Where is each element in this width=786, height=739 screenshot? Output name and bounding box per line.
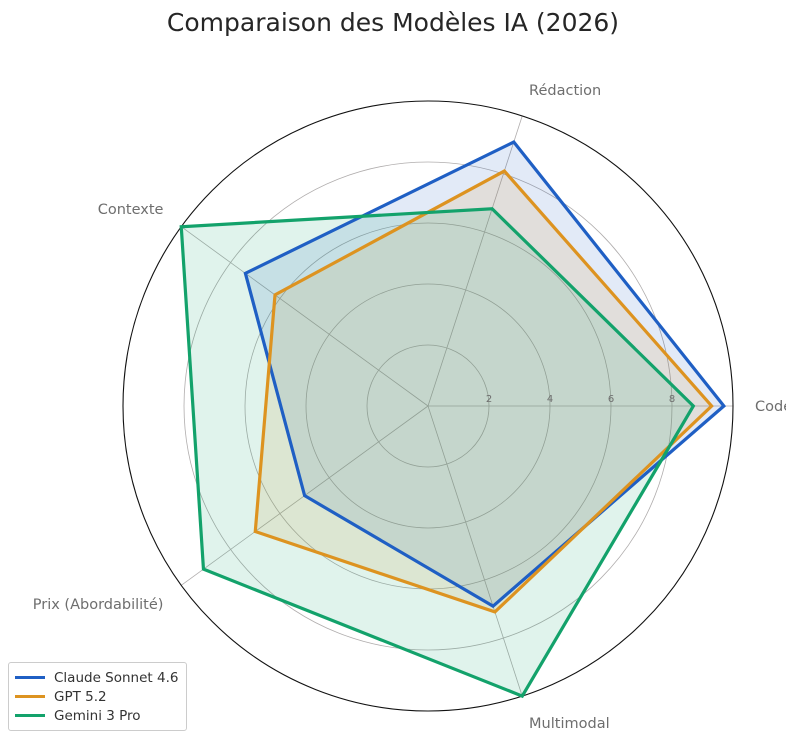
axis-label-1: Rédaction [529, 83, 601, 99]
page-title: Comparaison des Modèles IA (2026) [166, 8, 620, 37]
radial-tick-label: 2 [486, 394, 492, 405]
series-outline-1 [253, 169, 714, 614]
gridline-spoke [427, 115, 523, 407]
legend-color-swatch-gemini [15, 714, 45, 717]
axis-label-0: Code [755, 399, 786, 415]
legend-label-gemini: Gemini 3 Pro [54, 707, 141, 724]
series-area-2 [181, 208, 694, 697]
legend-label-claude: Claude Sonnet 4.6 [54, 669, 179, 686]
radial-tick-labels: 2 4 6 8 [486, 394, 675, 405]
legend-item[interactable]: Gemini 3 Pro [15, 706, 178, 725]
series-fill-layer [181, 142, 724, 697]
radial-tick-label: 8 [669, 394, 675, 405]
legend-item[interactable]: GPT 5.2 [15, 687, 178, 706]
legend-color-swatch-claude [15, 676, 45, 679]
gridline-spoke [181, 226, 429, 407]
axis-category-labels: Code Rédaction Contexte Prix (Abordabilité)… [33, 83, 786, 732]
chart-legend[interactable]: Claude Sonnet 4.6 GPT 5.2 Gemini 3 Pro [8, 662, 188, 731]
radial-tick-label: 4 [547, 394, 553, 405]
outer-boundary-circle [122, 100, 734, 712]
axis-label-4: Multimodal [529, 716, 610, 732]
axis-label-2: Contexte [98, 202, 164, 218]
axis-label-3: Prix (Abordabilité) [33, 597, 164, 613]
series-area-1 [255, 171, 712, 612]
gridline-spoke [427, 405, 523, 697]
legend-color-swatch-gpt [15, 695, 45, 698]
series-outline-0 [243, 140, 727, 609]
legend-item[interactable]: Claude Sonnet 4.6 [15, 668, 178, 687]
series-line-layer [179, 140, 727, 699]
series-outline-2 [179, 207, 696, 699]
radial-tick-label: 6 [608, 394, 614, 405]
legend-label-gpt: GPT 5.2 [54, 688, 107, 705]
